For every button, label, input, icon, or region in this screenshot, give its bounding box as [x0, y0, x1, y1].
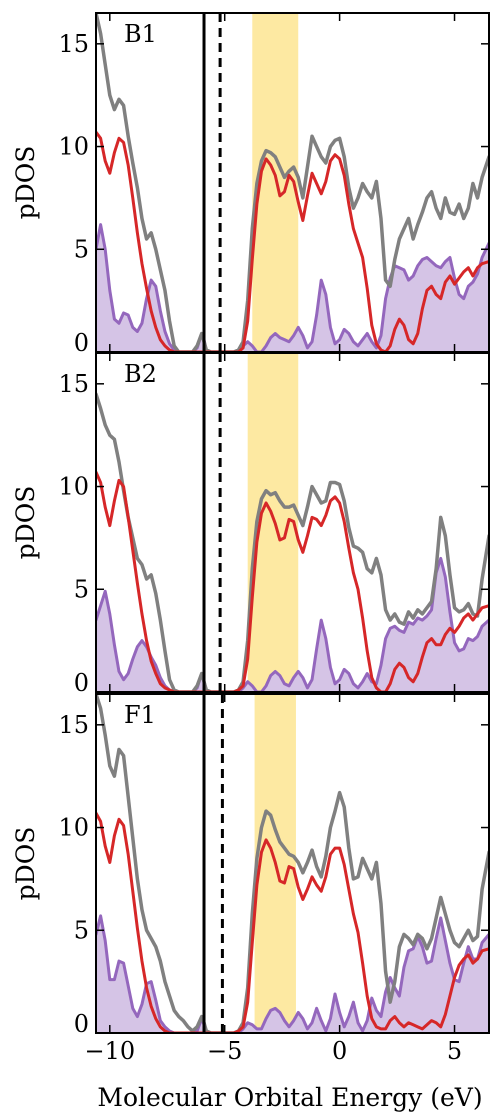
purple-series-line — [96, 223, 489, 352]
y-tick-label: 15 — [58, 370, 89, 398]
panel-f1: 0 5 10 15 −10 −5 0 5 F1 pDOS — [11, 693, 490, 1065]
panel-plot-area — [96, 353, 489, 692]
y-tick-label: 5 — [74, 235, 89, 263]
y-tick-label: 0 — [74, 329, 89, 357]
y-tick-label: 10 — [58, 133, 89, 161]
y-tick-label: 5 — [74, 916, 89, 944]
red-series-line — [96, 130, 489, 352]
panel-b2: 0 5 10 15 B2 pDOS — [11, 352, 490, 697]
x-tick-label: −10 — [84, 1037, 135, 1065]
panel-label: B1 — [124, 20, 157, 48]
panel-label: F1 — [124, 701, 156, 729]
y-tick-label: 10 — [58, 814, 89, 842]
panel-plot-area — [96, 13, 489, 352]
x-tick-label: −5 — [207, 1037, 242, 1065]
purple-fill-area — [96, 224, 489, 352]
y-tick-label: 15 — [58, 711, 89, 739]
red-series-line — [96, 470, 489, 692]
purple-series-line — [96, 556, 489, 692]
purple-series-line — [96, 914, 489, 1033]
panel-plot-area — [96, 694, 489, 1033]
y-tick-label: 0 — [74, 669, 89, 697]
total-series-line — [96, 13, 489, 352]
panel-frame — [95, 352, 490, 693]
red-series-line — [96, 811, 489, 1033]
y-tick-label: 10 — [58, 473, 89, 501]
panel-b1: 0 5 10 15 B1 pDOS — [11, 12, 490, 357]
y-axis-label: pDOS — [11, 827, 40, 901]
y-axis-label: pDOS — [11, 486, 40, 560]
panel-frame — [95, 693, 490, 1034]
x-tick-label: 0 — [332, 1037, 347, 1065]
total-series-line — [96, 392, 489, 692]
x-tick-label: 5 — [447, 1037, 462, 1065]
y-tick-label: 15 — [58, 30, 89, 58]
x-axis-label: Molecular Orbital Energy (eV) — [97, 1083, 482, 1112]
panels: 0 5 10 15 B1 pDOS 0 5 10 15 B2 pDOS 0 5 10 15 −10 −5 0 5 F1 p… — [11, 12, 490, 1065]
total-series-line — [96, 694, 489, 1033]
y-tick-label: 0 — [74, 1010, 89, 1038]
purple-fill-area — [96, 558, 489, 692]
y-tick-label: 5 — [74, 575, 89, 603]
panel-label: B2 — [124, 360, 157, 388]
y-axis-label: pDOS — [11, 146, 40, 220]
